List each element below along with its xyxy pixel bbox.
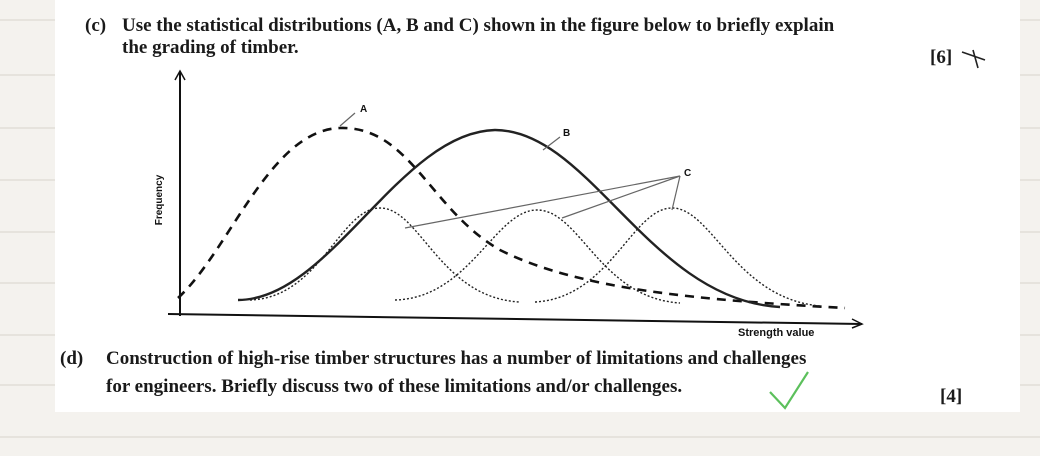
question-text: Use the statistical distributions (A, B … <box>122 15 835 36</box>
marks: [6] <box>930 47 952 68</box>
x-axis <box>167 313 863 325</box>
curve-a <box>177 126 846 310</box>
paper <box>55 0 1020 412</box>
y-axis-label: Frequency <box>154 174 165 225</box>
arrowhead <box>851 318 864 329</box>
curve-b <box>237 128 781 309</box>
pointers <box>339 112 681 229</box>
question-text: for engineers. Briefly discuss two of th… <box>106 376 682 397</box>
curves-c <box>249 207 821 307</box>
handwritten-mark <box>961 49 986 69</box>
x-axis-label: Strength value <box>738 327 814 339</box>
question-label: (d) <box>60 348 83 369</box>
curve-label: A <box>360 104 367 115</box>
check-mark <box>769 371 809 410</box>
question-text: the grading of timber. <box>122 37 299 58</box>
arrowhead <box>174 69 186 81</box>
curve-label: C <box>684 168 691 179</box>
marks: [4] <box>940 386 962 407</box>
diagram: Frequency Strength value A B C <box>154 69 864 339</box>
curve-label: B <box>563 128 570 139</box>
question-label: (c) <box>85 15 106 36</box>
question-text: Construction of high-rise timber structu… <box>106 348 806 369</box>
